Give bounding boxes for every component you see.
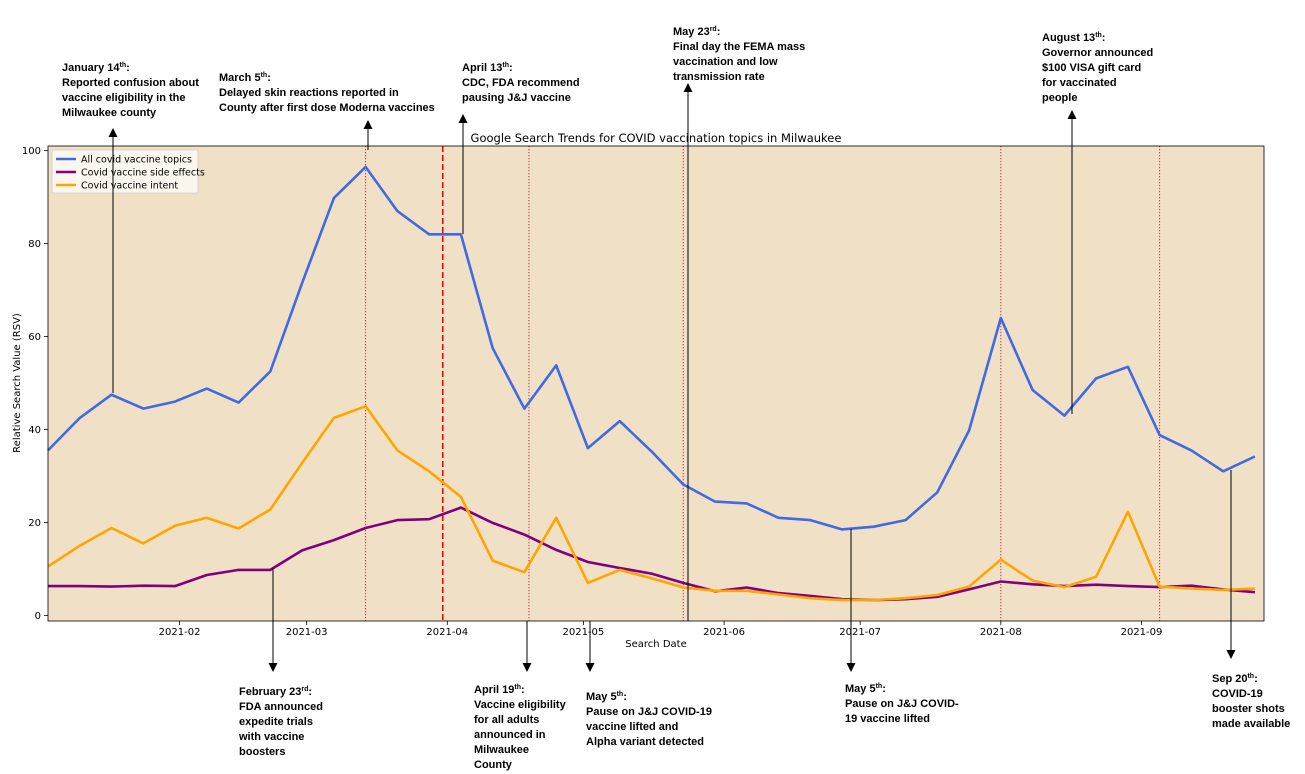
annotation-feb23: February 23rd: FDA announced expedite tria… (238, 568, 323, 758)
annotation-apr19: April 19th: Vaccine eligibility for all ad… (474, 621, 567, 771)
event-lines (365, 146, 1161, 621)
annotation-line: Delayed skin reactions reported in (219, 87, 399, 99)
annotation-date: May 5th: (845, 683, 886, 695)
annotation-line: Governor announced (1042, 47, 1153, 59)
y-tick-label: 100 (22, 146, 41, 157)
annotation-line: booster shots (1212, 703, 1285, 715)
annotation-line: Final day the FEMA mass (673, 41, 805, 53)
annotation-date: April 19th: (474, 684, 525, 696)
series-lines (47, 165, 1256, 602)
annotation-line: Pause on J&J COVID- (845, 698, 959, 710)
annotation-line: with vaccine (238, 731, 304, 743)
legend-label: Covid vaccine side effects (81, 168, 205, 179)
y-axis: 0 20 40 60 80 100 (22, 146, 48, 622)
annotation-line: COVID-19 (1212, 688, 1263, 700)
annotation-line: 19 vaccine lifted (845, 713, 930, 725)
x-axis: 2021-02 2021-03 2021-04 2021-05 2021-06 2021-… (159, 621, 1163, 638)
annotation-line: $100 VISA gift card (1042, 62, 1141, 74)
annotation-line: vaccine eligibility in the (62, 92, 185, 104)
annotation-date: April 13th: (462, 62, 513, 74)
x-axis-label: Search Date (625, 639, 686, 650)
legend: All covid vaccine topics Covid vaccine si… (51, 149, 205, 194)
annotation-arrow-head (268, 663, 278, 672)
annotation-line: expedite trials (239, 716, 313, 728)
annotation-line: for all adults (474, 714, 539, 726)
series-line-2 (47, 404, 1255, 602)
annotation-line: Milwaukee county (62, 107, 157, 119)
plot-background (48, 146, 1264, 621)
chart-title: Google Search Trends for COVID vaccinati… (471, 131, 842, 145)
y-tick-label: 80 (28, 239, 41, 250)
annotation-arrow-head (585, 663, 595, 672)
legend-label: All covid vaccine topics (81, 155, 192, 166)
annotation-date: May 5th: (586, 691, 627, 703)
annotation-arrow-head (363, 120, 373, 129)
x-tick-label: 2021-03 (286, 627, 328, 638)
annotation-line: County (474, 759, 513, 771)
annotation-apr13: April 13th: CDC, FDA recommend pausing J&J… (458, 62, 580, 234)
annotation-line: Pause on J&J COVID-19 (586, 706, 712, 718)
y-tick-label: 40 (28, 425, 41, 436)
annotation-line: CDC, FDA recommend (462, 77, 580, 89)
y-tick-label: 20 (28, 518, 41, 529)
x-tick-label: 2021-02 (159, 627, 201, 638)
annotation-mar5: March 5th: Delayed skin reactions reporte… (219, 72, 435, 150)
x-tick-label: 2021-08 (980, 627, 1022, 638)
annotation-arrow-head (1067, 110, 1077, 119)
series-line-0 (47, 165, 1256, 531)
x-tick-label: 2021-05 (563, 627, 605, 638)
annotation-arrow-head (458, 114, 468, 123)
annotation-line: transmission rate (673, 71, 765, 83)
x-tick-label: 2021-09 (1121, 627, 1163, 638)
x-tick-label: 2021-04 (426, 627, 468, 638)
legend-label: Covid vaccine intent (81, 181, 178, 192)
annotation-arrow-head (846, 663, 856, 672)
annotation-arrow-head (1226, 650, 1236, 659)
annotation-aug13: August 13th: Governor announced $100 VISA … (1042, 32, 1153, 414)
x-tick-label: 2021-07 (839, 627, 881, 638)
annotation-arrow-head (683, 83, 693, 92)
annotation-line: Reported confusion about (62, 77, 199, 89)
annotation-date: August 13th: (1042, 32, 1105, 44)
annotation-date: Sep 20th: (1212, 673, 1258, 685)
y-tick-label: 0 (35, 611, 41, 622)
annotation-date: January 14th: (62, 62, 130, 74)
annotation-date: February 23rd: (239, 686, 312, 698)
annotation-line: Vaccine eligibility (474, 699, 567, 711)
annotation-line: Alpha variant detected (586, 736, 704, 748)
annotation-sep20: Sep 20th: COVID-19 booster shots made avail… (1212, 470, 1290, 730)
annotation-may5b: May 5th: Pause on J&J COVID- 19 vaccine li… (845, 529, 959, 725)
x-tick-label: 2021-06 (703, 627, 745, 638)
annotation-may5a: May 5th: Pause on J&J COVID-19 vaccine lif… (585, 621, 712, 748)
plot-frame (47, 145, 1265, 622)
annotation-line: FDA announced (239, 701, 323, 713)
annotation-jan14: January 14th: Reported confusion about vac… (62, 62, 199, 393)
annotation-line: County after first dose Moderna vaccines (219, 102, 435, 114)
y-tick-label: 60 (28, 332, 41, 343)
annotation-date: May 23rd: (673, 26, 720, 38)
legend-box (51, 149, 199, 194)
annotation-line: announced in (474, 729, 546, 741)
annotations: January 14th: Reported confusion about vac… (62, 26, 1290, 771)
annotation-may23: May 23rd: Final day the FEMA mass vaccinat… (673, 26, 805, 621)
annotation-arrow-head (108, 128, 118, 137)
annotation-line: vaccine lifted and (586, 721, 678, 733)
annotation-line: pausing J&J vaccine (462, 92, 571, 104)
y-axis-label: Relative Search Value (RSV) (12, 313, 23, 453)
annotation-line: people (1042, 92, 1077, 104)
annotation-line: boosters (239, 746, 285, 758)
annotation-line: vaccination and low (673, 56, 778, 68)
annotation-date: March 5th: (219, 72, 271, 84)
annotation-line: made available (1212, 718, 1290, 730)
annotation-line: for vaccinated (1042, 77, 1117, 89)
annotation-arrow-head (522, 663, 532, 672)
annotation-line: Milwaukee (474, 744, 529, 756)
